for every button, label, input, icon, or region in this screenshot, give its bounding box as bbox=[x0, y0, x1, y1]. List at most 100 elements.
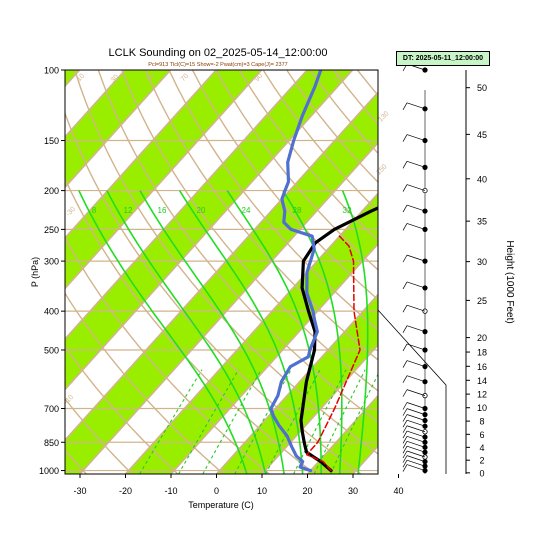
wind-barb-flag bbox=[403, 361, 407, 368]
wind-barb bbox=[407, 223, 425, 229]
height-tick-label: 0 bbox=[479, 468, 484, 478]
wind-barb bbox=[407, 415, 425, 421]
mixing-ratio-label: 28 bbox=[293, 206, 302, 215]
dry-adiabat-label: 10 bbox=[76, 73, 87, 84]
isotherm-band bbox=[399, 70, 540, 474]
y-tick-label: 400 bbox=[44, 307, 59, 317]
mixing-ratio-label: 16 bbox=[158, 206, 167, 215]
isotherm-line bbox=[399, 70, 540, 474]
x-tick-label: 0 bbox=[214, 486, 219, 496]
mixing-ratio-label: 12 bbox=[124, 206, 133, 215]
wind-barb-flag bbox=[403, 376, 407, 383]
mixing-ratio-label: 24 bbox=[242, 206, 251, 215]
y-tick-label: 850 bbox=[44, 438, 59, 448]
wind-barb bbox=[407, 135, 425, 141]
wind-barb-flag bbox=[403, 185, 407, 192]
wind-barb-flag bbox=[403, 403, 407, 410]
height-tick-label: 25 bbox=[477, 296, 487, 306]
wind-barb-flag bbox=[403, 103, 407, 110]
mixing-ratio-label: 20 bbox=[197, 206, 206, 215]
stability-indices: Pcl=913 Tlcl(C)=15 Show=-2 Pwat(cm)=3 Ca… bbox=[148, 62, 287, 68]
height-tick-label: 6 bbox=[479, 430, 484, 440]
height-tick-label: 40 bbox=[477, 174, 487, 184]
wind-barb bbox=[407, 420, 425, 426]
y-tick-label: 1000 bbox=[39, 466, 59, 476]
height-tick-label: 4 bbox=[479, 443, 484, 453]
wind-barb-flag bbox=[403, 415, 407, 422]
y-tick-label: 700 bbox=[44, 404, 59, 414]
wind-barb bbox=[407, 436, 425, 442]
wind-barb-flag bbox=[403, 409, 407, 416]
wind-barb-flag bbox=[403, 305, 407, 312]
y-tick-label: 200 bbox=[44, 186, 59, 196]
wind-barb bbox=[407, 446, 425, 452]
y-tick-label: 150 bbox=[44, 136, 59, 146]
wind-barb bbox=[407, 255, 425, 261]
dry-adiabat-label: 70 bbox=[180, 73, 191, 84]
height-tick-label: 16 bbox=[477, 362, 487, 372]
wind-barb-flag bbox=[403, 161, 407, 168]
height-tick-label: 50 bbox=[477, 83, 487, 93]
height-tick-label: 45 bbox=[477, 130, 487, 140]
wind-barb bbox=[407, 390, 425, 396]
y-tick-label: 100 bbox=[44, 66, 59, 76]
wind-barb bbox=[407, 376, 425, 382]
height-tick-label: 20 bbox=[477, 333, 487, 343]
wind-barb-flag bbox=[403, 255, 407, 262]
wind-barb bbox=[407, 161, 425, 167]
height-tick-label: 8 bbox=[479, 417, 484, 427]
x-tick-label: 30 bbox=[348, 486, 358, 496]
wind-barb bbox=[407, 403, 425, 409]
dt-label-box: DT: 2025-05-11_12:00:00 bbox=[396, 51, 490, 66]
wind-barb bbox=[407, 431, 425, 437]
wind-barb bbox=[407, 185, 425, 191]
dry-adiabat bbox=[452, 70, 540, 474]
wind-barb-flag bbox=[403, 135, 407, 142]
height-tick-label: 2 bbox=[479, 456, 484, 466]
wind-barb bbox=[407, 326, 425, 332]
wind-barb bbox=[407, 282, 425, 288]
height-tick-label: 18 bbox=[477, 348, 487, 358]
y-tick-label: 300 bbox=[44, 257, 59, 267]
y-axis-label: P (hPa) bbox=[30, 257, 40, 287]
isotherm-line bbox=[0, 70, 34, 474]
wind-barb bbox=[407, 441, 425, 447]
y-tick-label: 250 bbox=[44, 225, 59, 235]
x-tick-label: 20 bbox=[302, 486, 312, 496]
plot-clip-group bbox=[0, 70, 540, 479]
x-tick-label: 10 bbox=[257, 486, 267, 496]
wind-barb-panel: 0 2 4 6 8 10 12 14 16 18 20 25 30 35 40 45 50 bbox=[378, 64, 487, 478]
dry-adiabat-label: -30 bbox=[65, 206, 77, 218]
dry-adiabat bbox=[381, 70, 540, 474]
x-axis-label: Temperature (C) bbox=[188, 500, 254, 510]
mixing-ratio-label: 8 bbox=[92, 206, 97, 215]
wind-barb bbox=[407, 205, 425, 211]
dry-adiabat-label: 130 bbox=[377, 110, 390, 123]
wind-barb bbox=[407, 426, 425, 432]
wind-barb bbox=[407, 451, 425, 457]
x-tick-label: -30 bbox=[73, 486, 86, 496]
x-tick-label: 40 bbox=[393, 486, 403, 496]
wind-barb-flag bbox=[403, 326, 407, 333]
panel-boundary bbox=[378, 290, 446, 474]
x-tick-label: -10 bbox=[164, 486, 177, 496]
height-tick-label: 10 bbox=[477, 403, 487, 413]
height-tick-label: 35 bbox=[477, 217, 487, 227]
height-tick-label: 14 bbox=[477, 376, 487, 386]
height-tick-label: 12 bbox=[477, 390, 487, 400]
wind-barb-flag bbox=[403, 390, 407, 397]
wind-barb-flag bbox=[403, 282, 407, 289]
wind-barb-flag bbox=[403, 223, 407, 230]
y-tick-label: 500 bbox=[44, 345, 59, 355]
dry-adiabat-label: 150 bbox=[375, 163, 388, 176]
height-tick-label: 30 bbox=[477, 257, 487, 267]
mixing-ratio-label: 32 bbox=[343, 206, 352, 215]
barb-dot bbox=[423, 107, 427, 111]
wind-barb bbox=[407, 305, 425, 311]
wind-barb bbox=[407, 344, 425, 350]
chart-title: LCLK Sounding on 02_2025-05-14_12:00:00 bbox=[109, 47, 328, 59]
wind-barb bbox=[407, 103, 425, 109]
